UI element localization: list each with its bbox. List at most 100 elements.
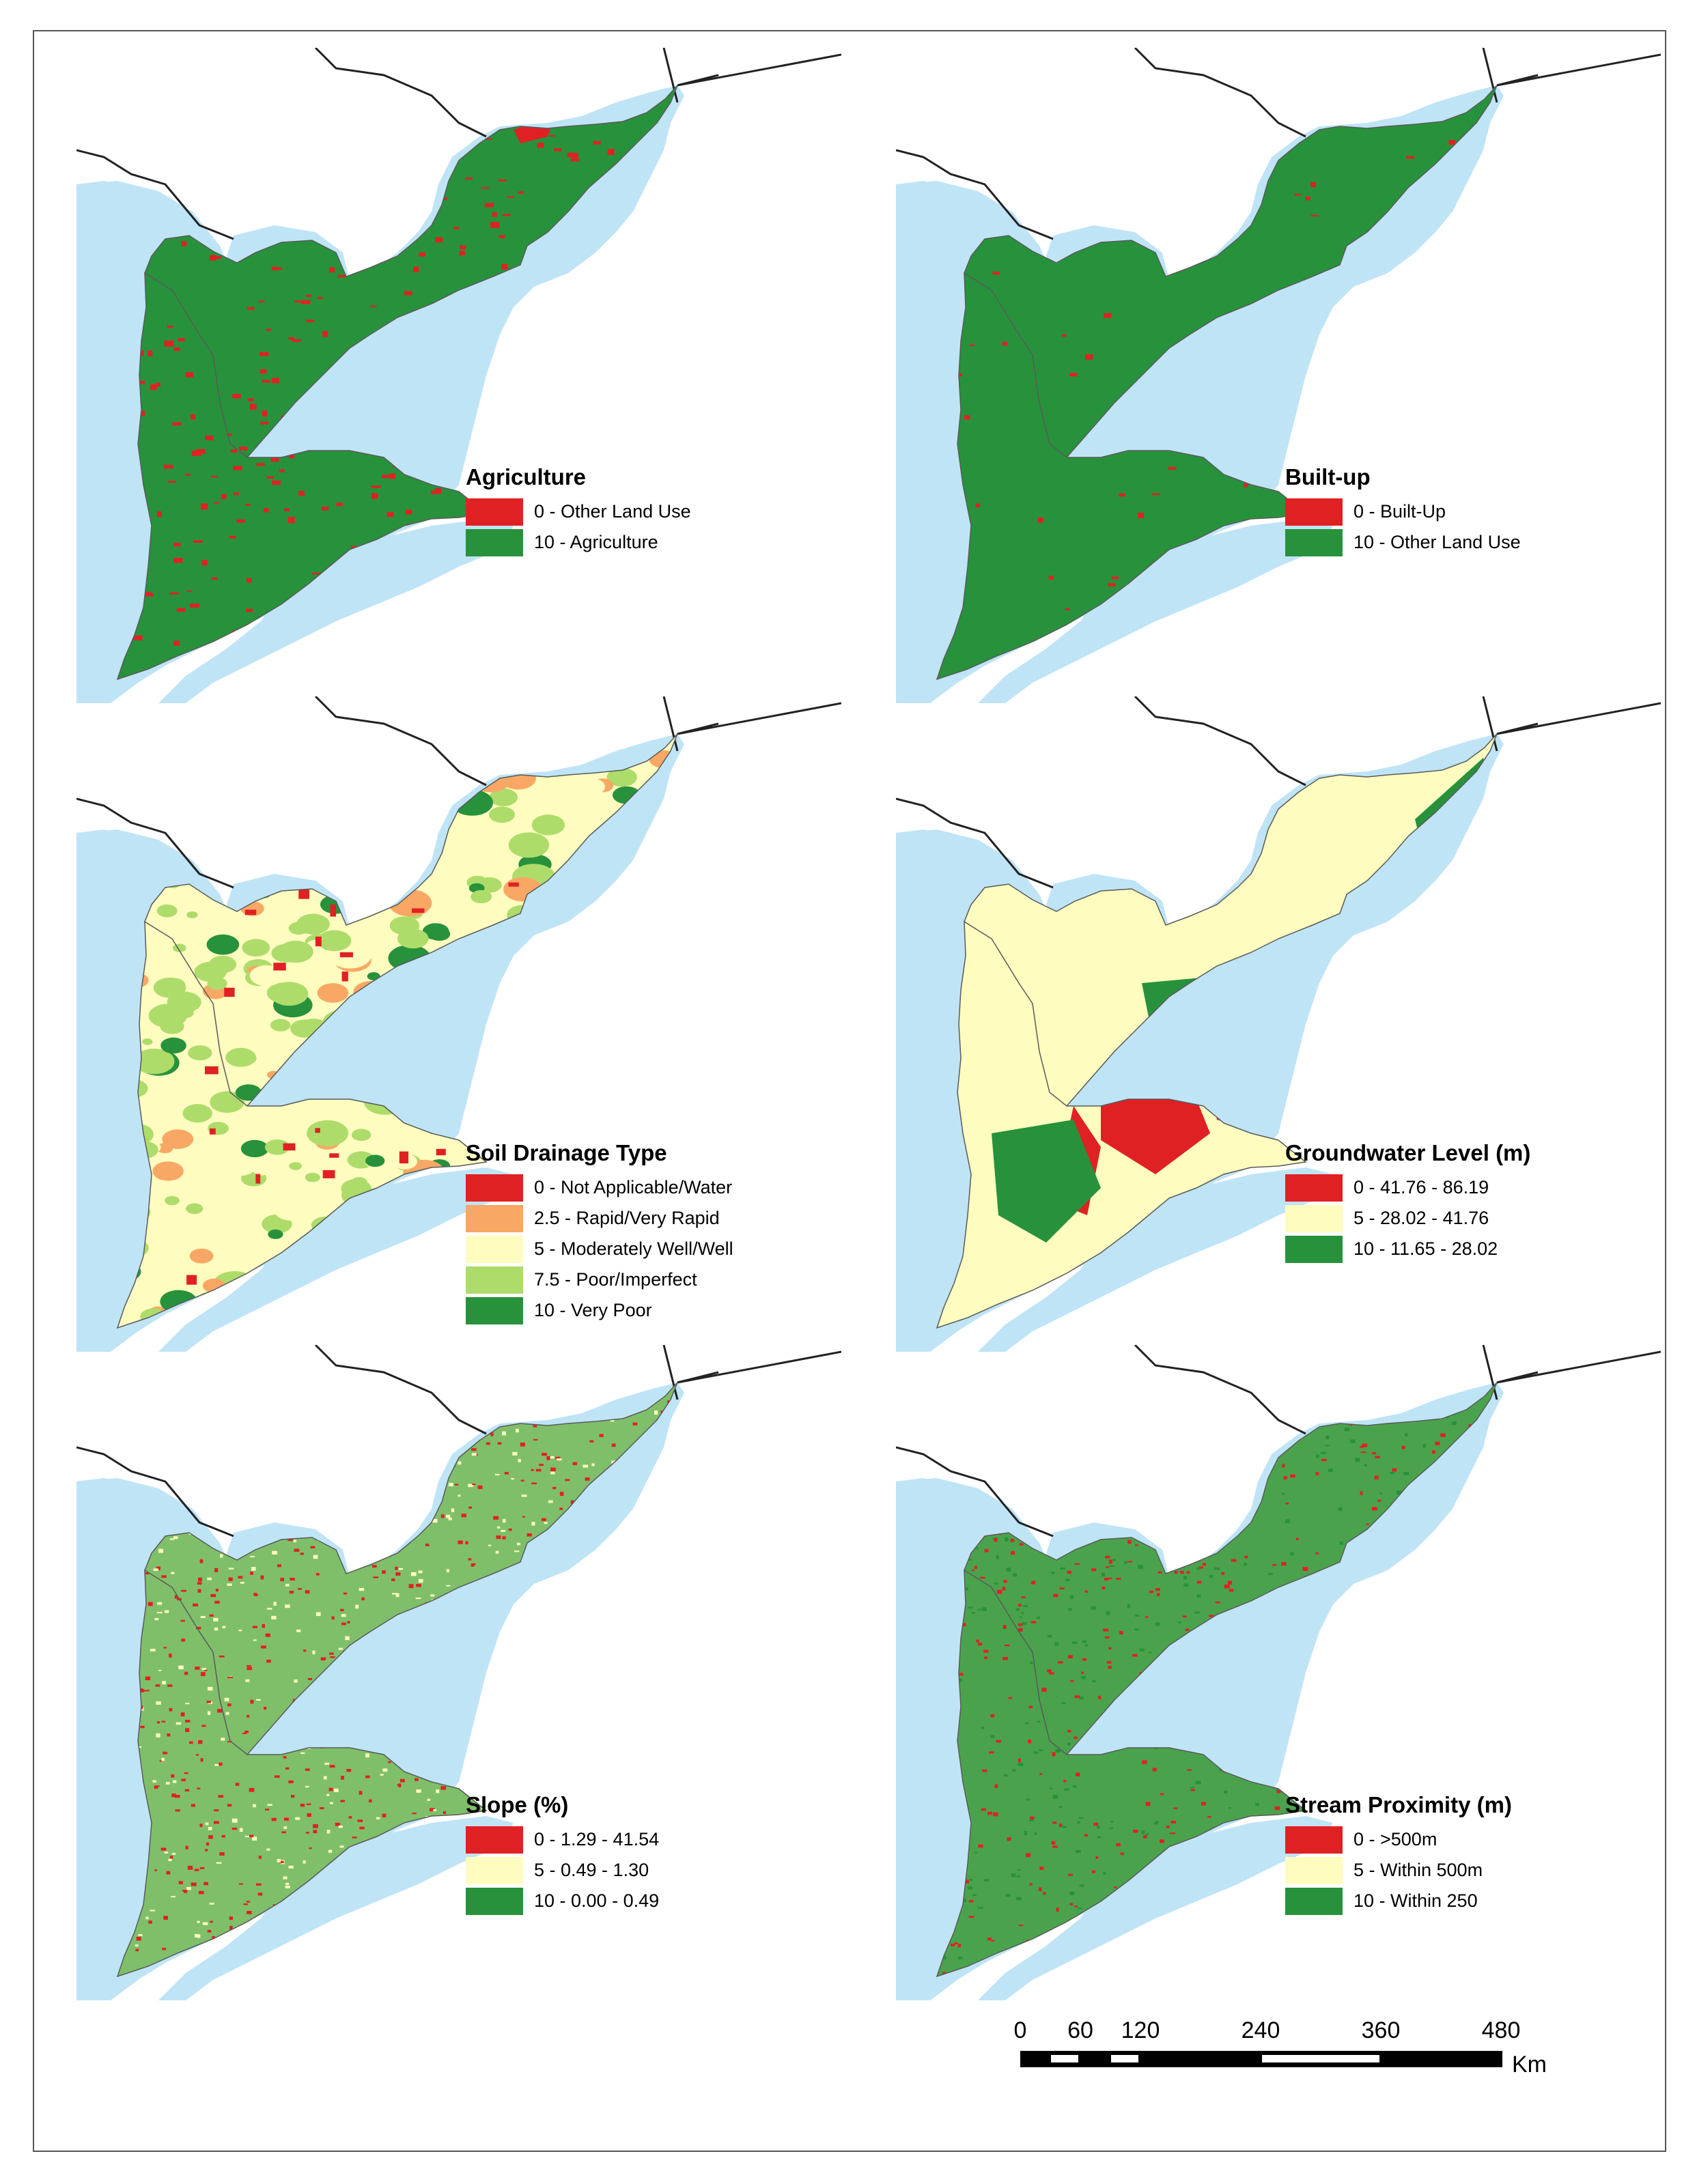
coastline bbox=[896, 48, 1661, 240]
legend-swatch bbox=[466, 1266, 523, 1294]
legend-built-up: Built-up 0 - Built-Up 10 - Other Land Us… bbox=[1285, 464, 1521, 558]
legend-stream-proximity: Stream Proximity (m) 0 - >500m 5 - Withi… bbox=[1285, 1792, 1512, 1917]
legend-label: 0 - >500m bbox=[1354, 1829, 1437, 1849]
map-built-up bbox=[896, 48, 1661, 703]
legend-label: 7.5 - Poor/Imperfect bbox=[534, 1269, 697, 1290]
legend-swatch bbox=[466, 1887, 523, 1915]
legend-title: Stream Proximity (m) bbox=[1285, 1792, 1512, 1817]
legend-label: 5 - Within 500m bbox=[1354, 1860, 1483, 1880]
legend-item: 10 - Very Poor bbox=[466, 1296, 733, 1325]
coastline bbox=[76, 1345, 841, 1537]
legend-title: Soil Drainage Type bbox=[466, 1140, 667, 1165]
scale-label-0: 0 bbox=[1013, 2017, 1027, 2043]
legend-title: Groundwater Level (m) bbox=[1285, 1140, 1531, 1165]
legend-item: 0 - Built-Up bbox=[1285, 497, 1521, 526]
scale-label-240: 240 bbox=[1241, 2017, 1280, 2043]
legend-agriculture: Agriculture 0 - Other Land Use 10 - Agri… bbox=[466, 464, 691, 558]
lake-erie bbox=[978, 519, 1333, 703]
land-outline bbox=[116, 1382, 678, 1978]
legend-swatch bbox=[1285, 1204, 1343, 1232]
map-panel-stream-proximity bbox=[896, 1345, 1661, 2000]
legend-title: Slope (%) bbox=[466, 1792, 569, 1817]
legend-swatch bbox=[1285, 1235, 1343, 1263]
legend-item: 10 - Agriculture bbox=[466, 528, 691, 557]
scale-label-60: 60 bbox=[1067, 2017, 1093, 2043]
legend-label: 5 - 0.49 - 1.30 bbox=[534, 1860, 649, 1880]
map-panel-built-up bbox=[896, 48, 1661, 703]
land-outline bbox=[116, 85, 678, 681]
coastline bbox=[896, 1345, 1661, 1537]
legend-item: 0 - 41.76 - 86.19 bbox=[1285, 1173, 1530, 1202]
scale-unit: Km bbox=[1512, 2052, 1547, 2077]
scale-bar-graphic bbox=[1020, 2051, 1502, 2067]
scale-label-480: 480 bbox=[1481, 2017, 1521, 2043]
legend-label: 10 - 0.00 - 0.49 bbox=[534, 1890, 660, 1911]
legend-item: 10 - 11.65 - 28.02 bbox=[1285, 1234, 1530, 1264]
map-panel-groundwater bbox=[896, 696, 1661, 1352]
legend-swatch bbox=[1285, 1856, 1343, 1884]
legend-label: 10 - Agriculture bbox=[534, 532, 658, 552]
coastline bbox=[76, 696, 841, 889]
legend-title: Agriculture bbox=[466, 464, 587, 490]
legend-label: 2.5 - Rapid/Very Rapid bbox=[534, 1208, 720, 1228]
legend-swatch bbox=[1285, 1174, 1343, 1202]
legend-label: 0 - 1.29 - 41.54 bbox=[534, 1829, 660, 1849]
legend-slope: Slope (%) 0 - 1.29 - 41.54 5 - 0.49 - 1.… bbox=[466, 1792, 659, 1917]
legend-label: 0 - 41.76 - 86.19 bbox=[1354, 1177, 1489, 1197]
lake-erie bbox=[978, 1816, 1333, 2000]
map-panel-soil-drainage bbox=[76, 696, 841, 1352]
legend-item: 5 - Moderately Well/Well bbox=[466, 1234, 733, 1264]
legend-swatch bbox=[466, 1204, 523, 1232]
legend-groundwater: Groundwater Level (m) 0 - 41.76 - 86.19 … bbox=[1285, 1140, 1530, 1265]
lake-erie bbox=[158, 1816, 514, 2000]
scale-label-360: 360 bbox=[1361, 2017, 1401, 2043]
legend-soil-drainage: Soil Drainage Type 0 - Not Applicable/Wa… bbox=[466, 1140, 733, 1327]
map-agriculture bbox=[76, 48, 841, 703]
legend-swatch bbox=[466, 1826, 523, 1854]
legend-item: 0 - Not Applicable/Water bbox=[466, 1173, 733, 1202]
legend-label: 10 - Very Poor bbox=[534, 1300, 652, 1320]
map-groundwater bbox=[896, 696, 1661, 1352]
legend-item: 10 - 0.00 - 0.49 bbox=[466, 1886, 659, 1916]
coastline bbox=[76, 48, 841, 240]
legend-item: 5 - 28.02 - 41.76 bbox=[1285, 1204, 1530, 1233]
coastline bbox=[896, 696, 1661, 889]
scale-label-120: 120 bbox=[1121, 2017, 1160, 2043]
legend-label: 0 - Not Applicable/Water bbox=[534, 1177, 733, 1197]
legend-swatch bbox=[466, 1174, 523, 1202]
land-outline bbox=[936, 733, 1498, 1329]
lake-erie bbox=[158, 1167, 514, 1352]
legend-swatch bbox=[1285, 498, 1343, 526]
legend-item: 0 - 1.29 - 41.54 bbox=[466, 1825, 659, 1854]
legend-label: 5 - Moderately Well/Well bbox=[534, 1238, 733, 1259]
land-outline bbox=[936, 85, 1498, 681]
legend-item: 7.5 - Poor/Imperfect bbox=[466, 1265, 733, 1294]
legend-swatch bbox=[466, 1296, 523, 1324]
legend-item: 5 - 0.49 - 1.30 bbox=[466, 1856, 659, 1885]
figure-frame bbox=[33, 30, 1666, 2152]
legend-swatch bbox=[466, 528, 523, 556]
legend-swatch bbox=[466, 1856, 523, 1884]
map-slope bbox=[76, 1345, 841, 2000]
legend-title: Built-up bbox=[1285, 464, 1371, 490]
land-outline bbox=[936, 1382, 1498, 1978]
map-stream-proximity bbox=[896, 1345, 1661, 2000]
legend-swatch bbox=[466, 498, 523, 526]
legend-item: 10 - Within 250 bbox=[1285, 1886, 1512, 1916]
map-panel-slope bbox=[76, 1345, 841, 2000]
legend-label: 0 - Other Land Use bbox=[534, 501, 691, 522]
legend-swatch bbox=[466, 1235, 523, 1263]
legend-item: 2.5 - Rapid/Very Rapid bbox=[466, 1204, 733, 1233]
legend-swatch bbox=[1285, 528, 1343, 556]
lake-erie bbox=[158, 519, 514, 703]
lake-erie bbox=[978, 1167, 1333, 1352]
legend-label: 10 - Other Land Use bbox=[1354, 532, 1521, 552]
map-panel-agriculture bbox=[76, 48, 841, 703]
land-outline bbox=[116, 733, 678, 1329]
legend-item: 10 - Other Land Use bbox=[1285, 528, 1521, 557]
legend-label: 10 - 11.65 - 28.02 bbox=[1354, 1238, 1498, 1259]
legend-label: 5 - 28.02 - 41.76 bbox=[1354, 1208, 1489, 1228]
scale-bar: 0 60 120 240 360 480 Km bbox=[1014, 2017, 1577, 2077]
legend-label: 0 - Built-Up bbox=[1354, 501, 1446, 522]
legend-item: 5 - Within 500m bbox=[1285, 1856, 1512, 1885]
